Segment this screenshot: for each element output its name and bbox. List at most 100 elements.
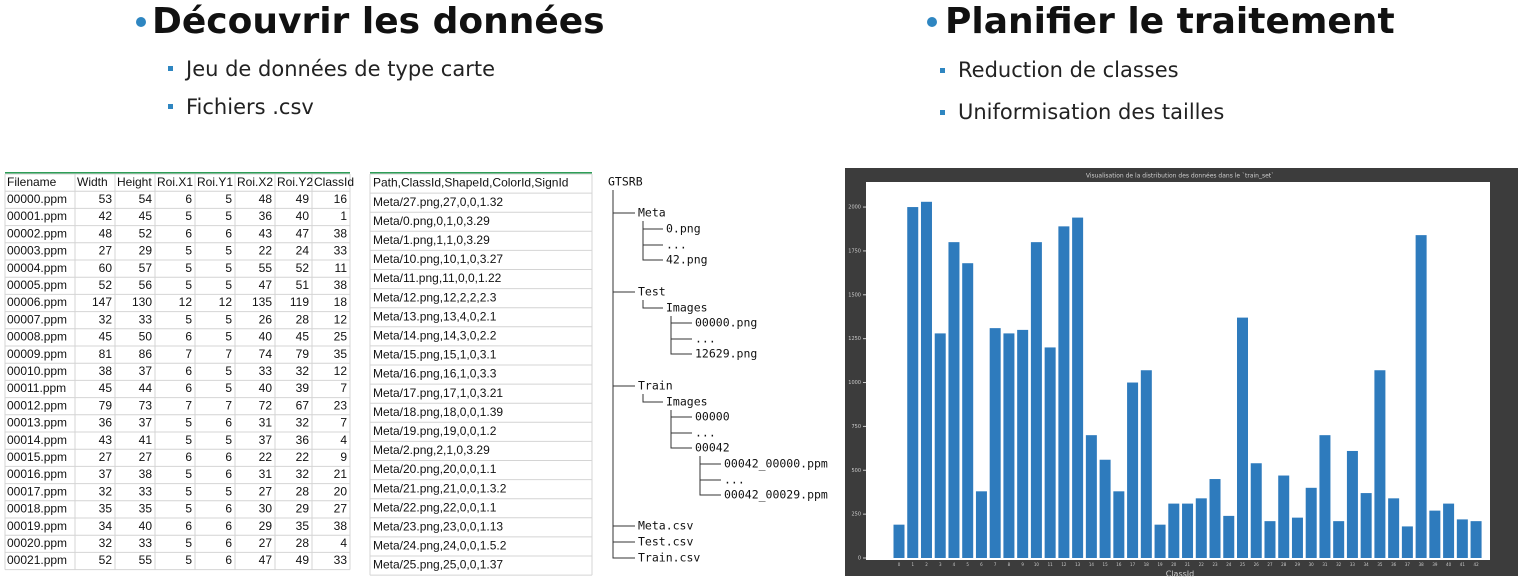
table-cell: 47	[259, 278, 273, 292]
table-cell: 6	[185, 330, 192, 344]
table-cell: 7	[185, 398, 192, 412]
x-tick-label: 30	[1309, 562, 1315, 567]
table-cell: 55	[259, 261, 273, 275]
tree-node: 00000.png	[695, 316, 757, 330]
table-cell: 00016.ppm	[7, 467, 67, 481]
table-cell: 6	[185, 192, 192, 206]
tree-node: 00000	[695, 410, 730, 424]
tree-connector	[670, 316, 692, 324]
table-cell: 37	[139, 416, 153, 430]
table-cell: 79	[99, 398, 113, 412]
table-cell: 74	[259, 347, 273, 361]
table-cell: 00004.ppm	[7, 261, 67, 275]
tree-connector	[699, 456, 721, 465]
tree-connector	[670, 410, 692, 418]
tree-node: Images	[666, 301, 708, 315]
table-cell: 00011.ppm	[7, 381, 66, 395]
bar	[1443, 503, 1455, 558]
x-tick-label: 22	[1199, 562, 1205, 567]
tree-node: Train	[638, 379, 673, 393]
table-cell: 27	[259, 536, 273, 550]
y-tick-label: 1500	[848, 292, 861, 298]
x-tick-label: 23	[1212, 562, 1218, 567]
bar	[1250, 463, 1262, 558]
table-cell: 5	[185, 553, 192, 567]
tree-connector	[699, 456, 721, 481]
y-tick-label: 750	[851, 424, 861, 430]
tree-node: 42.png	[666, 253, 708, 267]
x-tick-label: 31	[1322, 562, 1328, 567]
bar	[1360, 493, 1372, 558]
table-cell: 7	[185, 347, 192, 361]
x-tick-label: 40	[1446, 562, 1452, 567]
bar	[1058, 226, 1070, 558]
tree-node: Test.csv	[638, 535, 693, 549]
table-cell: 47	[259, 553, 273, 567]
table-cell: 47	[296, 226, 310, 240]
tree-connector	[642, 221, 663, 261]
x-tick-label: 25	[1240, 562, 1246, 567]
table-cell: Meta/11.png,11,0,0,1.22	[373, 271, 502, 285]
table-cell: 32	[99, 484, 113, 498]
table-cell: 7	[225, 398, 232, 412]
table-cell: 5	[185, 502, 192, 516]
tree-node: Images	[666, 395, 708, 409]
table-cell: 5	[185, 312, 192, 326]
table-cell: 7	[340, 416, 347, 430]
table-cell: 33	[139, 312, 153, 326]
table-cell: 5	[185, 484, 192, 498]
x-tick-label: 17	[1130, 562, 1136, 567]
table-cell: 00005.ppm	[7, 278, 67, 292]
table-cell: 54	[139, 192, 153, 206]
y-tick-label: 2000	[848, 205, 861, 211]
table-cell: 6	[185, 226, 192, 240]
x-tick-label: 9	[1021, 562, 1024, 567]
x-tick-label: 24	[1226, 562, 1232, 567]
x-tick-label: 41	[1460, 562, 1466, 567]
x-tick-label: 8	[1008, 562, 1011, 567]
tree-connector	[642, 300, 663, 309]
tree-node: Test	[638, 285, 666, 299]
table-cell: 27	[139, 450, 153, 464]
tree-connector	[670, 316, 692, 355]
table-cell: 5	[185, 536, 192, 550]
x-tick-label: 11	[1048, 562, 1054, 567]
table-cell: 53	[99, 192, 113, 206]
tree-node: ...	[666, 238, 687, 252]
table-cell: 5	[225, 244, 232, 258]
x-tick-label: 5	[966, 562, 969, 567]
bar	[1085, 435, 1097, 558]
table-cell: 33	[334, 244, 348, 258]
x-tick-label: 37	[1405, 562, 1411, 567]
table-cell: 12	[334, 312, 348, 326]
tree-node: Train.csv	[638, 551, 700, 565]
table-cell: 5	[225, 192, 232, 206]
table-cell: Meta/23.png,23,0,0,1.13	[373, 520, 503, 534]
table-cell: 6	[225, 416, 232, 430]
table-cell: 00009.ppm	[7, 347, 67, 361]
table-cell: 4	[340, 433, 347, 447]
tree-connector	[612, 190, 635, 559]
table-cell: 35	[139, 502, 153, 516]
table-cell: 35	[99, 502, 113, 516]
table-cell: 24	[296, 244, 310, 258]
bar	[1044, 347, 1056, 558]
y-tick-label: 1000	[848, 380, 861, 386]
bar	[1333, 521, 1345, 558]
table-cell: 00003.ppm	[7, 244, 67, 258]
table-cell: 00018.ppm	[7, 502, 67, 516]
table-cell: 00020.ppm	[7, 536, 67, 550]
table-cell: 38	[139, 467, 153, 481]
table-cell: 00007.ppm	[7, 312, 67, 326]
x-tick-label: 13	[1075, 562, 1081, 567]
table-cell: 147	[92, 295, 112, 309]
table-cell: 7	[340, 381, 347, 395]
table-cell: 45	[296, 330, 310, 344]
table-cell: 34	[99, 519, 113, 533]
table-cell: 67	[296, 398, 310, 412]
table-cell: 00001.ppm	[7, 209, 67, 223]
table-header: Roi.Y2	[277, 175, 313, 189]
table-cell: 00000.ppm	[7, 192, 67, 206]
table-cell: Meta/15.png,15,1,0,3.1	[373, 348, 497, 362]
bar	[1017, 329, 1029, 558]
